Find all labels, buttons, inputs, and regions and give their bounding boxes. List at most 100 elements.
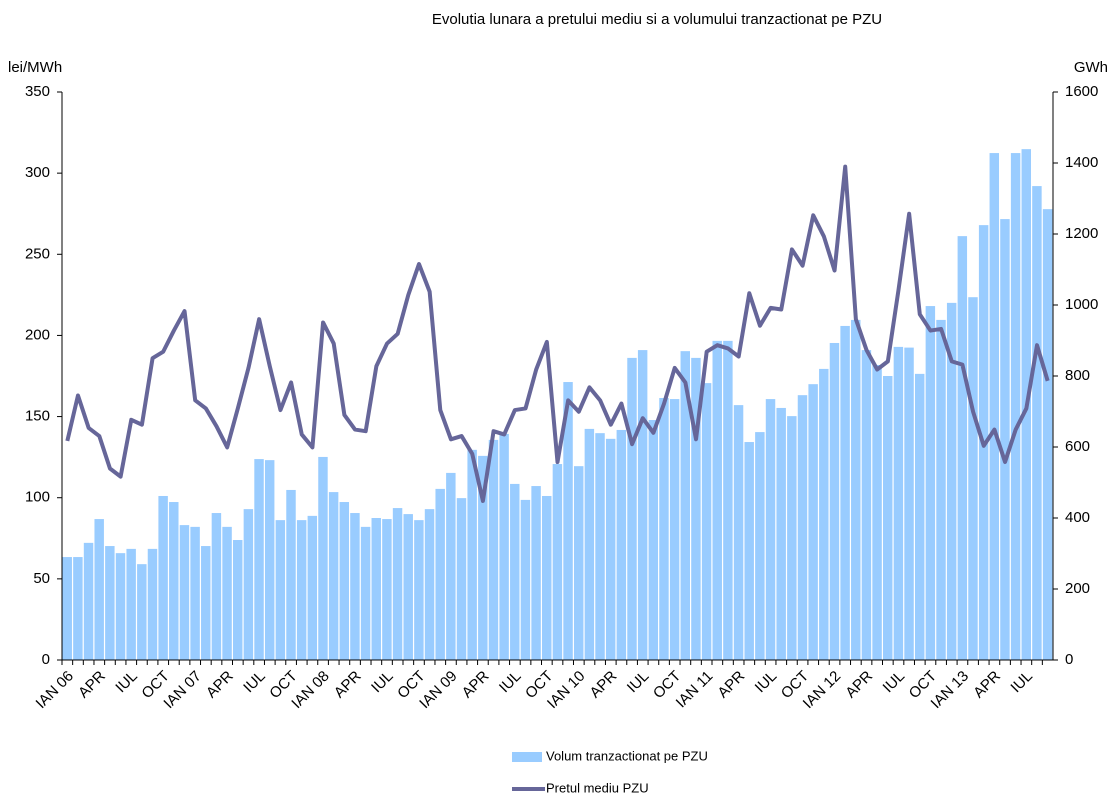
bar (627, 357, 637, 660)
bar (893, 346, 904, 660)
legend-swatch (512, 752, 542, 762)
bar (115, 553, 126, 660)
bar (318, 456, 328, 660)
x-tick-label: IUL (240, 668, 269, 697)
bar (446, 472, 456, 660)
y2-tick-label: 1400 (1065, 154, 1098, 171)
bar (201, 546, 211, 660)
bar (872, 364, 882, 660)
bar (243, 509, 254, 660)
bar (776, 407, 786, 660)
x-tick-label: IUL (880, 668, 909, 697)
x-tick-label: APR (714, 667, 748, 701)
bar (520, 499, 531, 660)
bar (307, 515, 318, 660)
bar (190, 526, 200, 660)
bar (755, 432, 765, 660)
bar (392, 508, 403, 660)
bar (691, 357, 701, 660)
price-line (65, 164, 1050, 503)
bar (328, 492, 339, 660)
y2-tick-label: 1600 (1065, 83, 1098, 100)
y-tick-label: 200 (25, 326, 50, 343)
bar (808, 384, 818, 660)
bar (595, 433, 605, 660)
x-tick-label: APR (331, 667, 365, 701)
bar (360, 526, 371, 660)
x-tick-label: APR (75, 667, 109, 701)
bar (211, 513, 222, 660)
bar (840, 325, 850, 660)
bar (158, 495, 168, 660)
bar (83, 542, 94, 660)
bar (350, 513, 360, 660)
x-tick-label: IUL (1007, 668, 1036, 697)
bar (637, 350, 648, 660)
x-tick-label: IUL (496, 668, 525, 697)
bar (733, 405, 744, 660)
bar (371, 518, 381, 660)
bar (467, 449, 477, 660)
y2-tick-label: 0 (1065, 651, 1073, 668)
bar (957, 236, 968, 660)
bar (584, 428, 595, 660)
bar (296, 520, 307, 660)
bar (787, 416, 797, 660)
legend-label: Volum tranzactionat pe PZU (546, 748, 708, 763)
x-tick-label: IAN 06 (33, 668, 77, 712)
bar (488, 439, 499, 660)
x-tick-label: IUL (752, 668, 781, 697)
bar (648, 420, 659, 660)
bar (414, 520, 424, 660)
bar (499, 433, 509, 660)
bar (542, 495, 552, 660)
x-tick-label: APR (842, 667, 876, 701)
bar (605, 438, 616, 660)
bar (424, 509, 435, 660)
bar (510, 483, 520, 660)
bar (701, 383, 712, 660)
bar (62, 557, 72, 660)
bar (744, 442, 754, 660)
x-tick-label: APR (203, 667, 237, 701)
bar (147, 548, 158, 660)
bar (883, 376, 893, 660)
bar (659, 398, 669, 660)
x-tick-label: IUL (368, 668, 397, 697)
bar (275, 520, 286, 660)
bar (680, 351, 690, 660)
chart-title: Evolutia lunara a pretului mediu si a vo… (432, 11, 882, 28)
bar (478, 455, 488, 660)
bar (94, 519, 104, 660)
y-tick-label: 100 (25, 489, 50, 506)
bar (819, 368, 829, 660)
y2-tick-label: 200 (1065, 580, 1090, 597)
y-tick-label: 50 (33, 570, 50, 587)
bar (286, 489, 296, 660)
y-tick-label: 150 (25, 408, 50, 425)
bar (797, 395, 808, 660)
bar (126, 548, 136, 660)
y-tick-label: 0 (42, 651, 50, 668)
x-tick-label: IAN 11 (673, 668, 717, 712)
y2-tick-label: 400 (1065, 509, 1090, 526)
bar (669, 399, 680, 660)
bar (573, 466, 584, 660)
x-tick-label: APR (587, 667, 621, 701)
bar (829, 342, 840, 660)
bar (137, 564, 147, 660)
x-tick-label: APR (970, 667, 1004, 701)
bar (254, 459, 264, 660)
y-tick-label: 300 (25, 164, 50, 181)
bar (904, 347, 914, 660)
y-axis-label: lei/MWh (8, 59, 62, 76)
y2-tick-label: 800 (1065, 367, 1090, 384)
bar (339, 502, 350, 660)
bar (73, 557, 83, 660)
x-tick-label: IUL (624, 668, 653, 697)
bar (936, 319, 946, 660)
bar (851, 319, 861, 660)
y-tick-label: 250 (25, 245, 50, 262)
bar (765, 399, 776, 660)
